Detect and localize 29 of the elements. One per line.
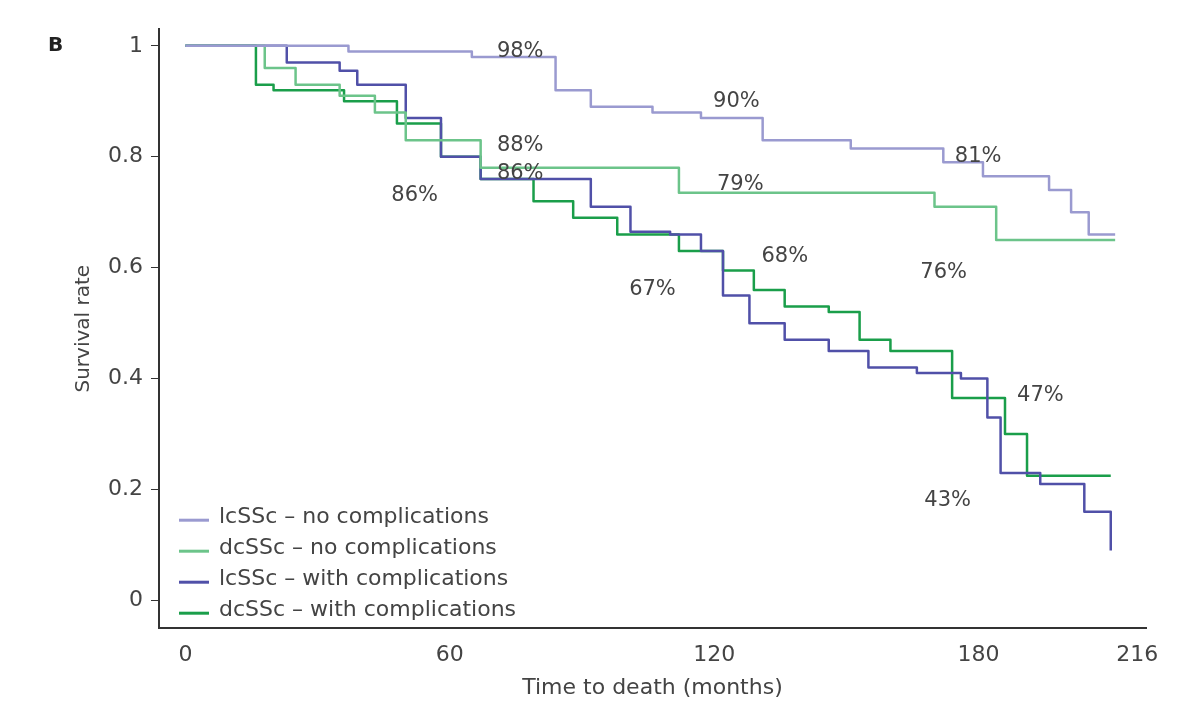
y-tick-label: 0	[128, 586, 143, 612]
annotation: 76%	[920, 259, 968, 284]
annotation: 86%	[391, 182, 438, 207]
y-tick-label: 1	[128, 31, 143, 57]
annotation: 47%	[1017, 381, 1064, 406]
annotation: 68%	[761, 243, 809, 268]
annotation: 67%	[629, 276, 676, 301]
x-tick-label: 60	[435, 641, 464, 667]
annotation: 43%	[924, 487, 971, 512]
y-tick-label: 0.6	[107, 253, 143, 279]
x-tick-label: 120	[693, 641, 736, 667]
y-tick-label: 0.2	[107, 475, 143, 501]
annotation: 79%	[716, 170, 764, 195]
annotation: 90%	[713, 87, 760, 112]
y-axis-title: Survival rate	[70, 264, 95, 393]
x-tick-label: 216	[1116, 641, 1159, 667]
y-tick-label: 0.8	[107, 142, 143, 168]
y-tick-label: 0.4	[107, 364, 143, 390]
chart-title: B	[48, 32, 64, 57]
x-tick-label: 180	[957, 641, 1000, 667]
annotation: 88%	[496, 131, 544, 156]
legend-label: dcSSc – no complications	[218, 533, 497, 559]
annotation: 81%	[954, 143, 1002, 168]
legend-label: dcSSc – with complications	[218, 595, 517, 621]
x-tick-label: 0	[178, 641, 193, 667]
legend-label: lcSSc – with complications	[218, 564, 509, 590]
annotation: 98%	[496, 37, 544, 62]
x-axis-title: Time to death (months)	[521, 673, 783, 699]
legend-label: lcSSc – no complications	[218, 502, 489, 528]
